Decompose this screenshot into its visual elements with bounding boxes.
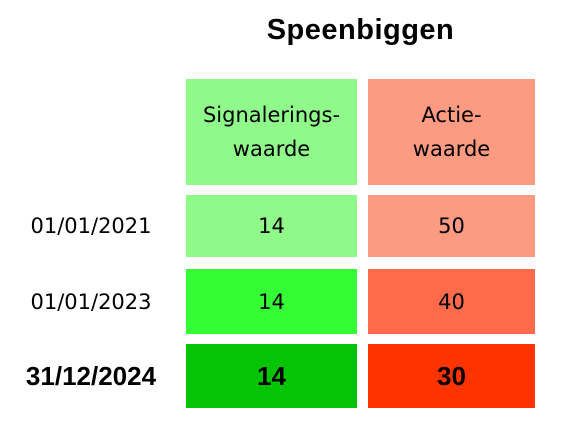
- value-cell: 14: [186, 344, 357, 408]
- header-line: Actie-: [421, 103, 482, 127]
- row-label: 01/01/2023: [30, 289, 152, 314]
- value-cell: 14: [186, 195, 357, 257]
- row-label: 01/01/2021: [30, 214, 152, 238]
- value-cell: 40: [368, 269, 535, 334]
- value-cell: 14: [186, 269, 357, 334]
- column-header: Signalerings- waarde: [186, 79, 357, 185]
- value-cell: 30: [368, 344, 535, 408]
- value-cell: 50: [368, 195, 535, 257]
- row-label: 31/12/2024: [25, 360, 157, 391]
- title: Speenbiggen: [266, 14, 455, 46]
- header-line: Signalerings-: [202, 103, 341, 127]
- header-line: waarde: [412, 137, 491, 161]
- header-line: waarde: [232, 137, 311, 161]
- column-header: Actie- waarde: [368, 79, 535, 185]
